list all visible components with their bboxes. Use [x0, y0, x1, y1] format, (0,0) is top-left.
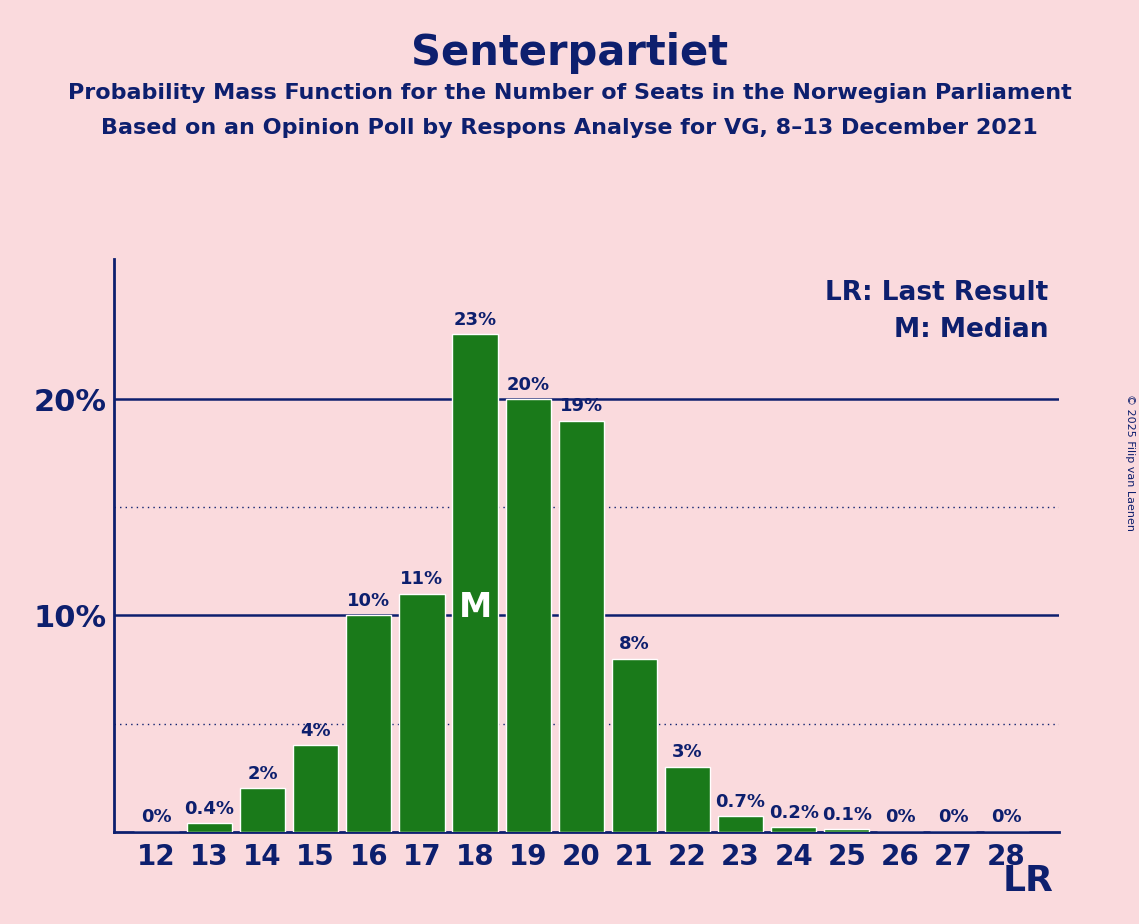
Text: 19%: 19%: [559, 397, 603, 416]
Bar: [240, 788, 285, 832]
Text: 0%: 0%: [141, 808, 172, 826]
Text: 0.2%: 0.2%: [769, 804, 819, 821]
Bar: [665, 767, 710, 832]
Bar: [559, 420, 604, 832]
Bar: [346, 615, 392, 832]
Text: 0.4%: 0.4%: [185, 799, 235, 818]
Bar: [400, 594, 444, 832]
Text: 0%: 0%: [937, 808, 968, 826]
Bar: [825, 830, 869, 832]
Text: 2%: 2%: [247, 765, 278, 783]
Bar: [506, 399, 551, 832]
Bar: [452, 334, 498, 832]
Text: LR: Last Result: LR: Last Result: [826, 280, 1049, 307]
Text: 4%: 4%: [301, 722, 331, 740]
Text: 0.1%: 0.1%: [822, 806, 871, 824]
Bar: [718, 817, 763, 832]
Text: 0.7%: 0.7%: [715, 793, 765, 811]
Text: © 2025 Filip van Laenen: © 2025 Filip van Laenen: [1125, 394, 1134, 530]
Text: 8%: 8%: [618, 636, 649, 653]
Text: 23%: 23%: [453, 311, 497, 329]
Bar: [771, 827, 817, 832]
Text: 11%: 11%: [401, 570, 443, 589]
Text: 0%: 0%: [885, 808, 916, 826]
Text: 20%: 20%: [507, 376, 550, 394]
Text: Probability Mass Function for the Number of Seats in the Norwegian Parliament: Probability Mass Function for the Number…: [67, 83, 1072, 103]
Bar: [293, 745, 338, 832]
Text: M: Median: M: Median: [894, 317, 1049, 343]
Text: Based on an Opinion Poll by Respons Analyse for VG, 8–13 December 2021: Based on an Opinion Poll by Respons Anal…: [101, 118, 1038, 139]
Text: 0%: 0%: [991, 808, 1022, 826]
Text: 3%: 3%: [672, 743, 703, 761]
Bar: [612, 659, 657, 832]
Text: Senterpartiet: Senterpartiet: [411, 32, 728, 74]
Text: M: M: [458, 591, 492, 625]
Text: LR: LR: [1002, 864, 1054, 898]
Bar: [187, 823, 232, 832]
Text: 10%: 10%: [347, 592, 391, 610]
